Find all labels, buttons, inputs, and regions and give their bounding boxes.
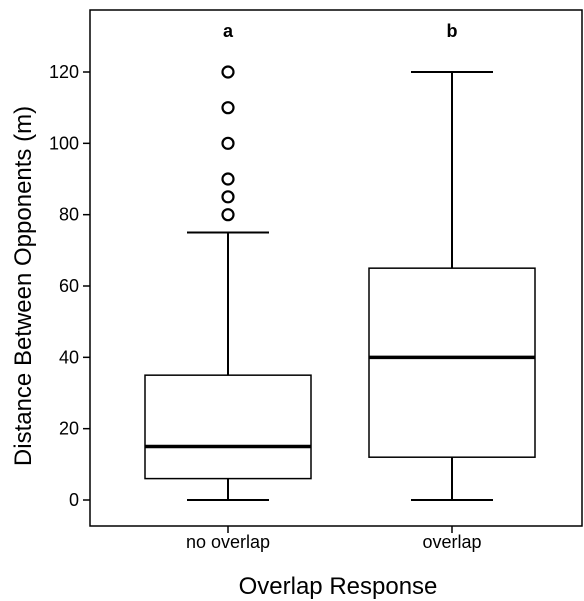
iqr-box — [144, 374, 312, 480]
y-tick-label: 120 — [49, 62, 79, 82]
x-tick-label: no overlap — [186, 532, 270, 552]
outlier-point — [221, 136, 235, 150]
box-group-no-overlap: a — [144, 21, 312, 501]
y-tick-label: 40 — [59, 347, 79, 367]
box-group-overlap: b — [368, 21, 536, 501]
significance-letter: a — [223, 21, 234, 41]
y-tick-label: 0 — [69, 490, 79, 510]
y-axis-title: Distance Between Opponents (m) — [10, 106, 37, 466]
significance-letter: b — [447, 21, 458, 41]
y-tick-label: 20 — [59, 419, 79, 439]
y-tick-label: 60 — [59, 276, 79, 296]
outlier-point — [221, 190, 235, 204]
outlier-point — [221, 208, 235, 222]
x-axis: no overlap overlap — [186, 526, 482, 552]
plot-frame — [89, 9, 583, 527]
outlier-point — [221, 65, 235, 79]
outlier-point — [221, 101, 235, 115]
iqr-box — [368, 267, 536, 458]
x-axis-title: Overlap Response — [239, 573, 438, 600]
y-tick-label: 100 — [49, 133, 79, 153]
outlier-point — [221, 172, 235, 186]
x-tick-label: overlap — [422, 532, 481, 552]
y-tick-label: 80 — [59, 205, 79, 225]
y-axis: 0 20 40 60 80 100 120 — [49, 62, 90, 510]
